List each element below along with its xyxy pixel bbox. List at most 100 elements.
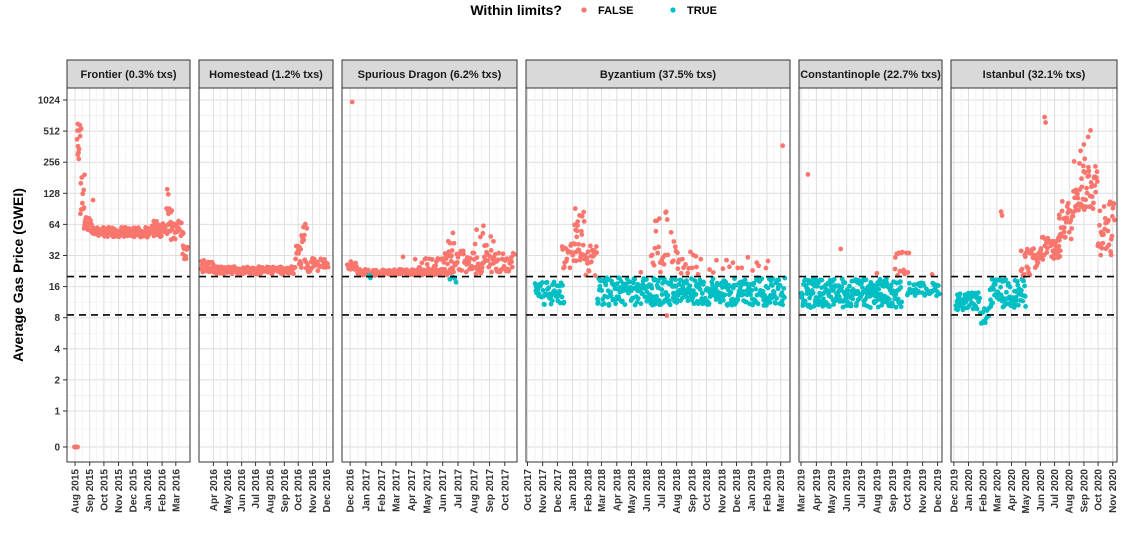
data-point — [1091, 200, 1096, 206]
data-point — [740, 291, 746, 297]
panel-1: Frontier (0.3% txs) Aug 2015 Sep 2015 Oct 2… — [66, 59, 191, 513]
panel-points — [532, 143, 788, 318]
data-point — [201, 258, 207, 263]
data-point — [622, 302, 628, 307]
data-point — [302, 221, 308, 227]
x-tick-label: Oct 2015 — [99, 469, 110, 511]
data-point — [1106, 242, 1112, 248]
data-point — [82, 172, 87, 178]
x-tick-label: Nov 2017 — [538, 469, 549, 513]
data-point — [664, 313, 670, 318]
x-tick-label: Jun 2017 — [438, 469, 449, 512]
panel-title: Homestead (1.2% txs) — [209, 69, 323, 81]
data-point — [868, 305, 873, 310]
data-point — [1057, 253, 1063, 259]
x-tick-label: May 2020 — [1021, 469, 1032, 514]
data-point — [675, 266, 681, 272]
data-point — [570, 252, 576, 258]
data-point — [781, 286, 787, 291]
data-point — [419, 260, 425, 266]
x-tick-label: May 2019 — [827, 469, 838, 514]
data-point — [603, 282, 609, 288]
legend-label-false: FALSE — [598, 5, 633, 17]
data-point — [292, 265, 298, 270]
data-point — [414, 268, 420, 274]
y-axis-title: Average Gas Price (GWEI) — [10, 188, 26, 362]
x-tick-label: Apr 2016 — [209, 469, 220, 512]
data-point — [1024, 246, 1030, 252]
data-point — [722, 292, 728, 298]
data-point — [1021, 278, 1026, 284]
x-tick-label: Dec 2016 — [322, 469, 333, 513]
data-point — [780, 143, 786, 149]
data-point — [839, 284, 845, 290]
data-point — [777, 283, 783, 288]
data-point — [1056, 215, 1062, 221]
panel-border — [798, 87, 943, 463]
data-point — [325, 264, 331, 270]
x-tick-label: Dec 2019 — [949, 469, 960, 513]
data-point — [311, 256, 317, 262]
data-point — [178, 220, 184, 226]
data-point — [448, 253, 454, 259]
x-tick-label: Feb 2017 — [377, 469, 388, 512]
x-tick-label: Nov 2019 — [918, 469, 929, 513]
data-point — [542, 302, 547, 307]
data-point — [613, 301, 619, 307]
data-point — [888, 282, 894, 288]
data-point — [668, 229, 674, 235]
data-point — [1005, 281, 1011, 286]
data-point — [1021, 272, 1027, 277]
data-point — [1064, 215, 1070, 221]
data-point — [1109, 214, 1115, 219]
data-point — [180, 230, 186, 236]
data-point — [1045, 245, 1050, 251]
data-point — [1088, 180, 1094, 185]
panel-strip — [525, 59, 791, 89]
data-point — [770, 276, 776, 282]
data-point — [1076, 207, 1081, 213]
data-point — [859, 285, 865, 290]
data-point — [572, 241, 578, 247]
data-point — [974, 306, 980, 312]
panel-background — [799, 88, 942, 462]
data-point — [436, 267, 442, 273]
data-point — [1014, 279, 1020, 284]
data-point — [674, 296, 680, 302]
data-point — [658, 269, 663, 275]
x-tick-label: Mar 2019 — [796, 469, 807, 512]
data-point — [638, 301, 644, 307]
x-tick-label: Dec 2019 — [933, 469, 944, 513]
data-point — [838, 246, 844, 252]
data-point — [305, 261, 310, 267]
legend: Within limits? FALSE TRUE — [470, 2, 717, 18]
data-point — [848, 303, 854, 309]
data-point — [980, 309, 986, 315]
data-point — [733, 282, 739, 288]
data-point — [501, 263, 507, 269]
data-point — [672, 244, 678, 250]
data-point — [168, 219, 174, 225]
data-point — [730, 260, 736, 266]
panel-points — [799, 172, 942, 310]
data-point — [75, 121, 81, 127]
data-point — [692, 278, 698, 284]
data-point — [664, 217, 670, 222]
data-point — [1022, 283, 1027, 289]
data-point — [500, 251, 506, 257]
x-tick-label: Aug 2016 — [265, 469, 276, 514]
data-point — [439, 256, 445, 262]
x-tick-label: Sep 2018 — [687, 469, 698, 513]
data-point — [897, 279, 903, 284]
data-point — [1084, 185, 1089, 191]
data-point — [765, 285, 771, 291]
data-point — [1007, 284, 1013, 290]
x-tick-label: Aug 2018 — [672, 469, 683, 514]
data-point — [561, 264, 567, 270]
data-point — [1062, 234, 1068, 240]
data-point — [540, 287, 546, 293]
data-point — [748, 292, 753, 298]
data-point — [1059, 198, 1065, 204]
data-point — [1092, 183, 1098, 188]
data-point — [892, 266, 898, 272]
